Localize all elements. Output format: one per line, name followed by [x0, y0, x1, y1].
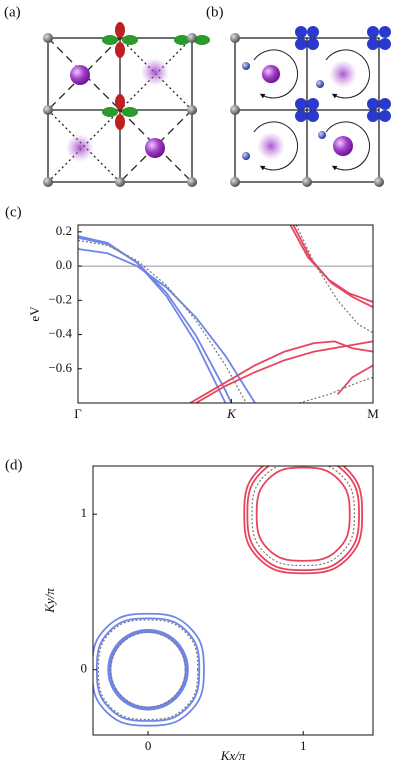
curve — [195, 340, 373, 403]
curve — [255, 466, 351, 562]
x-tick-label: K — [226, 406, 237, 421]
y-axis-label: eV — [27, 306, 42, 322]
curve — [93, 612, 205, 727]
curve — [78, 235, 227, 403]
y-axis-label: Ky/π — [42, 588, 57, 614]
x-tick-label: 1 — [300, 738, 307, 753]
curve — [243, 466, 364, 575]
y-tick-label: −0.6 — [48, 360, 72, 375]
curve — [295, 225, 373, 334]
curve — [107, 628, 189, 711]
lattice-b — [230, 26, 391, 187]
x-axis-label: Kx/π — [220, 748, 246, 763]
curve — [189, 340, 373, 403]
y-tick-label: 0.0 — [56, 257, 72, 272]
x-tick-label: M — [367, 406, 379, 421]
plot-frame — [92, 465, 374, 736]
curve — [78, 248, 256, 403]
plot-area — [78, 225, 373, 403]
plot-area — [93, 466, 364, 727]
curve — [336, 364, 373, 396]
y-tick-label: −0.2 — [48, 291, 72, 306]
curve — [110, 631, 186, 708]
panel-label: (d) — [5, 457, 23, 473]
curve — [251, 466, 355, 567]
curve — [97, 619, 199, 721]
lattice-a — [43, 22, 210, 187]
panel-label: (a) — [4, 4, 21, 20]
curve — [289, 225, 373, 303]
curve — [246, 466, 360, 572]
plot-frame — [77, 224, 374, 404]
x-tick-label: 0 — [145, 738, 152, 753]
x-tick-label: Γ — [74, 406, 82, 421]
y-tick-label: 0 — [81, 661, 88, 676]
y-tick-label: 0.2 — [56, 223, 72, 238]
curve — [78, 236, 233, 403]
panel-label: (b) — [206, 4, 224, 20]
curve — [95, 617, 201, 722]
curve — [292, 225, 373, 308]
panel-label: (c) — [5, 204, 22, 220]
y-tick-label: −0.4 — [48, 326, 72, 341]
curve — [78, 239, 247, 403]
curve — [299, 376, 373, 403]
y-tick-label: 1 — [81, 505, 88, 520]
